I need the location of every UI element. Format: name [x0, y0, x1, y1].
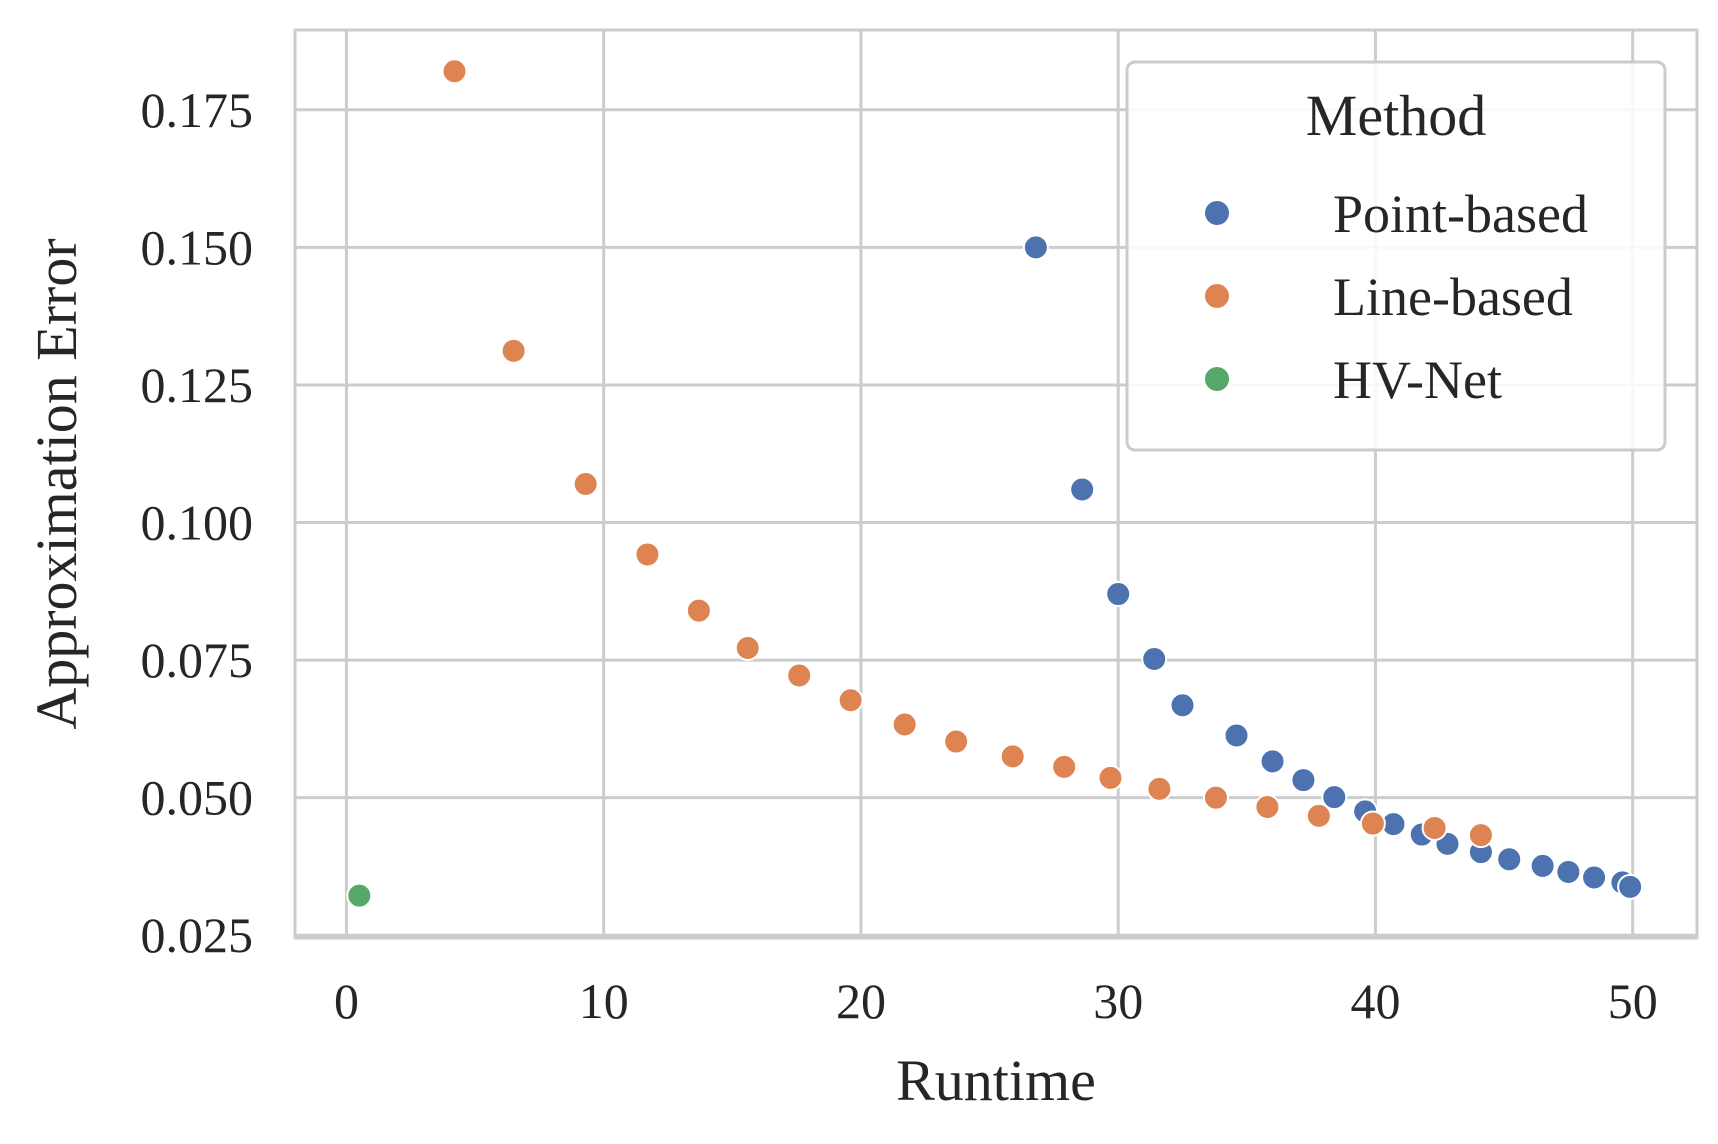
point-based-point	[1529, 852, 1556, 879]
line-based-point	[1359, 810, 1386, 837]
point-based-point	[1555, 858, 1582, 885]
y-tick-label: 0.075	[141, 632, 254, 688]
point-based-point	[1223, 722, 1250, 749]
x-tick-labels: 0 10 20 30 40 50	[334, 973, 1658, 1029]
line-based-point	[786, 662, 813, 689]
line-based-point	[1254, 794, 1281, 821]
x-tick-label: 40	[1350, 973, 1400, 1029]
y-tick-label: 0.150	[141, 219, 254, 275]
line-based-point	[634, 541, 661, 568]
line-based-point	[1467, 822, 1494, 849]
point-based-point	[1581, 864, 1608, 891]
y-tick-label: 0.125	[141, 357, 254, 413]
line-based-point	[1421, 814, 1448, 841]
y-tick-label: 0.050	[141, 770, 254, 826]
line-based-point	[999, 743, 1026, 770]
legend-label-point-based: Point-based	[1333, 184, 1588, 244]
y-tick-label: 0.100	[141, 495, 254, 551]
line-based-point	[891, 711, 918, 738]
legend-label-hv-net: HV-Net	[1333, 350, 1502, 410]
legend-items: Point-based Line-based HV-Net	[1203, 184, 1588, 410]
x-tick-label: 50	[1608, 973, 1658, 1029]
x-tick-label: 20	[836, 973, 886, 1029]
point-based-point	[1496, 846, 1523, 873]
point-based-point	[1259, 748, 1286, 775]
point-based-point	[1105, 581, 1132, 608]
data-points	[346, 58, 1644, 909]
point-based-point	[1290, 767, 1317, 794]
line-based-point	[500, 337, 527, 364]
x-axis-title: Runtime	[896, 1048, 1096, 1113]
legend: Method Point-based Line-based HV-Net	[1125, 60, 1667, 452]
y-tick-label: 0.175	[141, 82, 254, 138]
legend-marker-line-based	[1203, 282, 1231, 310]
line-based-point	[1051, 753, 1078, 780]
legend-marker-point-based	[1203, 199, 1231, 227]
legend-marker-hv-net	[1203, 365, 1231, 393]
y-tick-label: 0.025	[141, 907, 254, 963]
line-based-point	[1305, 802, 1332, 829]
line-based-point	[441, 58, 468, 85]
point-based-point	[1022, 234, 1049, 261]
legend-box	[1125, 60, 1667, 452]
legend-label-line-based: Line-based	[1333, 267, 1573, 327]
line-based-point	[1202, 784, 1229, 811]
point-based-point	[1141, 645, 1168, 672]
line-based-point	[572, 471, 599, 497]
line-based-point	[837, 687, 864, 714]
line-based-point	[1146, 775, 1173, 802]
x-tick-label: 10	[579, 973, 629, 1029]
line-based-point	[1097, 764, 1124, 791]
point-based-point	[1617, 873, 1644, 900]
hv-net-point	[346, 882, 373, 909]
point-based-point	[1069, 476, 1096, 503]
line-based-point	[943, 728, 970, 755]
y-tick-labels: 0.025 0.050 0.075 0.100 0.125 0.150 0.175	[141, 82, 254, 963]
line-based-point	[734, 634, 761, 661]
point-based-point	[1321, 784, 1348, 811]
y-axis-title: Approximation Error	[24, 238, 89, 729]
line-based-point	[685, 597, 712, 624]
x-tick-label: 0	[334, 973, 359, 1029]
x-tick-label: 30	[1093, 973, 1143, 1029]
point-based-point	[1169, 692, 1196, 719]
plot-frame	[293, 28, 1699, 940]
legend-title: Method	[1306, 83, 1486, 148]
